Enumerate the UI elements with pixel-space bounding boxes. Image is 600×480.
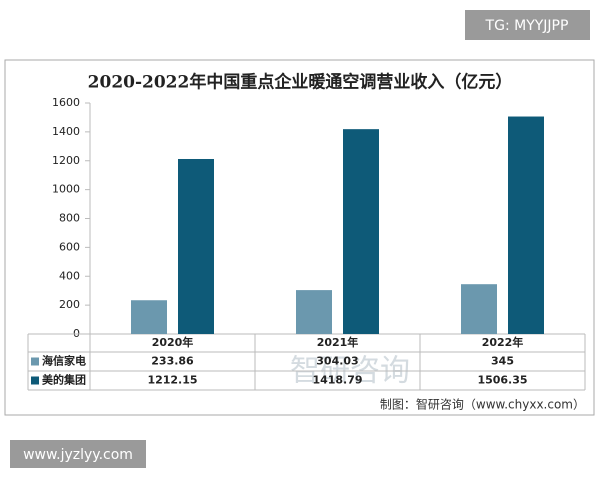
table-value: 1418.79 (312, 374, 362, 387)
x-tick-label: 2022年 (482, 335, 524, 349)
x-tick-label: 2021年 (317, 335, 359, 349)
y-tick-label: 1600 (52, 96, 80, 109)
bar (461, 284, 497, 334)
legend-swatch (31, 376, 39, 385)
table-value: 233.86 (151, 355, 194, 368)
bar (296, 290, 332, 334)
table-value: 1212.15 (147, 374, 197, 387)
bar (178, 158, 214, 334)
chart-frame (4, 59, 595, 416)
y-tick-label: 1000 (52, 183, 80, 196)
y-tick-label: 600 (59, 240, 80, 253)
table-value: 304.03 (316, 355, 358, 368)
legend-label: 美的集团 (42, 373, 86, 387)
table-value: 1506.35 (477, 374, 527, 387)
x-tick-label: 2020年 (152, 335, 194, 349)
y-tick-label: 200 (59, 298, 80, 311)
y-tick-label: 1200 (52, 154, 80, 167)
watermark-box (465, 10, 590, 40)
y-tick-label: 1400 (52, 125, 80, 138)
legend-swatch (31, 357, 39, 366)
table-value: 345 (491, 355, 514, 368)
watermark-box (10, 440, 146, 468)
bar (343, 129, 379, 334)
source: 制图：智研咨询（www.chyxx.com） (380, 397, 585, 412)
bar (508, 116, 544, 334)
chart-title: 2020-2022年中国重点企业暖通空调营业收入（亿元） (88, 72, 513, 93)
y-tick-label: 400 (59, 269, 80, 282)
watermark: TG: MYYJJPP (485, 18, 569, 34)
legend-label: 海信家电 (42, 354, 86, 368)
bar (131, 300, 167, 334)
y-tick-label: 800 (59, 212, 80, 225)
watermark: www.jyzlyy.com (23, 447, 133, 463)
